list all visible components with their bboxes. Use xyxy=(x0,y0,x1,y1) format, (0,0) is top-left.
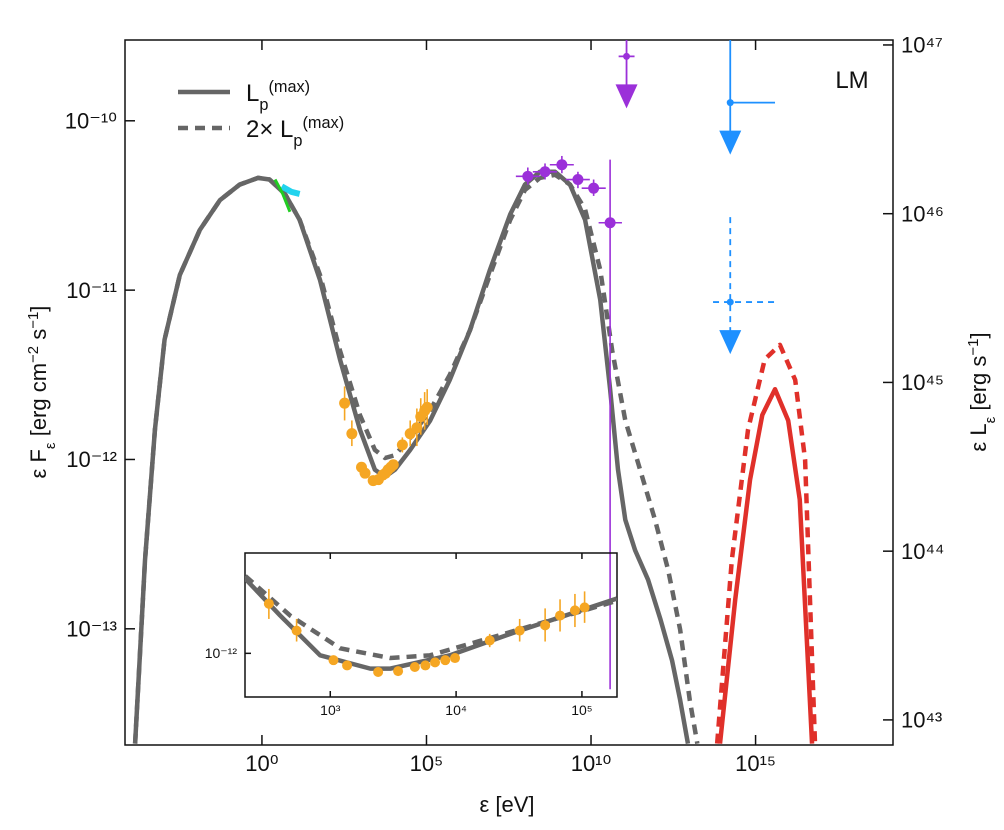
data-point xyxy=(540,620,551,631)
x-tick-label: 10⁵ xyxy=(571,702,592,718)
y2-tick-label: 10⁴⁵ xyxy=(901,370,944,395)
spectrum xyxy=(280,183,301,197)
data-point xyxy=(359,467,371,479)
data-point xyxy=(572,174,584,186)
plot-area xyxy=(245,574,617,677)
legend-label-part: L xyxy=(246,80,259,107)
x-tick-label: 10⁴ xyxy=(445,702,467,718)
y-axis-label: ε Fε [erg cm−2 s−1] xyxy=(25,306,59,479)
y-tick-label: 10⁻¹² xyxy=(205,645,238,661)
x-axis-label: ε [eV] xyxy=(479,792,534,817)
data-point xyxy=(604,217,616,229)
y2-axis-label-part: ε L xyxy=(966,423,991,451)
data-point xyxy=(569,605,580,616)
data-point xyxy=(484,635,495,646)
x-tick-label: 10³ xyxy=(320,702,341,718)
y2-tick-label: 10⁴⁴ xyxy=(901,539,944,564)
y-axis-label-part: ε F xyxy=(26,449,51,478)
data-point xyxy=(387,459,399,471)
data-point xyxy=(539,166,551,178)
y-axis-label-part: s xyxy=(26,329,51,346)
y2-tick-label: 10⁴⁷ xyxy=(901,33,943,58)
data-point xyxy=(339,397,351,409)
y2-axis-label-part: ] xyxy=(966,332,991,338)
legend-label-part: (max) xyxy=(268,78,310,96)
legend-label-part: p xyxy=(293,132,302,150)
data-point xyxy=(342,660,353,671)
x-tick-label: 10⁵ xyxy=(410,751,444,776)
y-tick-label: 10⁻¹¹ xyxy=(66,278,117,303)
data-point xyxy=(430,657,441,668)
y-tick-label: 10⁻¹² xyxy=(66,447,117,472)
limit-point xyxy=(726,99,734,107)
model-curve xyxy=(714,342,818,744)
y-tick-label: 10⁻¹⁰ xyxy=(65,108,117,133)
legend-label: Lp(max) xyxy=(246,78,310,114)
data-point xyxy=(328,655,339,666)
data-point xyxy=(555,610,566,621)
data-point xyxy=(346,428,358,440)
data-point xyxy=(396,439,408,451)
data-point xyxy=(440,655,451,666)
model-curve xyxy=(717,386,815,744)
y-axis-label-part: ε xyxy=(42,442,59,449)
data-point xyxy=(421,401,433,413)
y-axis-label-part: −2 xyxy=(25,346,42,363)
data-point xyxy=(373,666,384,677)
y-axis-label-part: ] xyxy=(26,306,51,312)
y-axis-label-part: −1 xyxy=(25,312,42,329)
x-tick-label: 10¹⁰ xyxy=(571,751,612,776)
limit-point xyxy=(726,298,734,306)
plot-frame xyxy=(124,39,894,746)
data-point xyxy=(579,602,590,613)
data-point xyxy=(588,182,600,194)
legend-label-part: 2× L xyxy=(246,116,293,143)
limit-arrow xyxy=(719,330,742,355)
data-point xyxy=(263,598,274,609)
limit-arrow xyxy=(719,130,742,155)
y2-axis-label-part: −1 xyxy=(965,339,982,356)
data-point xyxy=(291,625,302,636)
model-curve xyxy=(245,574,617,661)
data-point xyxy=(522,170,534,182)
data-point xyxy=(393,666,404,677)
data-point xyxy=(420,660,431,671)
y-axis-label-part: [erg cm xyxy=(26,363,51,442)
limit-point xyxy=(623,52,631,60)
x-tick-label: 10⁰ xyxy=(245,751,278,776)
y2-tick-label: 10⁴³ xyxy=(901,708,942,733)
legend-label-part: p xyxy=(259,96,268,114)
data-point xyxy=(556,159,568,171)
legend-label: 2× Lp(max) xyxy=(246,114,344,150)
data-point xyxy=(409,662,420,673)
data-point xyxy=(411,422,423,434)
legend-label-part: (max) xyxy=(302,114,344,132)
data-point xyxy=(449,653,460,664)
plot-frame xyxy=(244,552,618,698)
x-tick-label: 10¹⁵ xyxy=(735,751,776,776)
y2-tick-label: 10⁴⁶ xyxy=(901,201,944,226)
y2-axis-label: ε Lε [erg s−1] xyxy=(965,332,999,451)
limit-arrow xyxy=(615,84,638,109)
y2-axis-label-part: [erg s xyxy=(966,356,991,417)
spectrum xyxy=(273,178,292,213)
y2-axis-label-part: ε xyxy=(982,416,999,423)
data-point xyxy=(514,625,525,636)
y-tick-label: 10⁻¹³ xyxy=(66,617,117,642)
annotation: LM xyxy=(835,67,868,94)
